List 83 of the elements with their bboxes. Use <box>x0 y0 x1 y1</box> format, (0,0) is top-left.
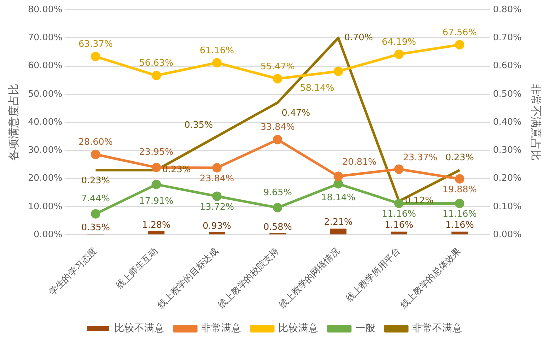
legend-label: 一般 <box>356 324 376 335</box>
data-label: 0.23% <box>446 154 475 164</box>
y-tick-label: 20.00% <box>28 174 63 184</box>
y-tick-label: 0.00% <box>34 230 63 240</box>
y2-tick-label: 0.10% <box>493 202 522 212</box>
y2-tick-label: 0.60% <box>493 62 522 72</box>
data-label: 17.91% <box>139 197 174 208</box>
point <box>152 162 162 172</box>
data-label: 1.16% <box>384 221 414 232</box>
point <box>91 209 101 219</box>
data-label: 11.16% <box>382 210 417 220</box>
y-tick-label: 10.00% <box>28 202 63 212</box>
data-label: 7.44% <box>82 194 111 204</box>
legend-label: 非常满意 <box>202 322 242 335</box>
y-tick-label: 40.00% <box>28 118 63 128</box>
y-tick-label: 60.00% <box>28 62 63 72</box>
data-label: 0.70% <box>344 33 374 44</box>
data-label: 67.56% <box>442 28 478 38</box>
data-label: 23.37% <box>403 154 438 164</box>
point <box>152 71 162 81</box>
x-tick-label: 线上师生互动 <box>114 246 160 292</box>
y2-axis-title: 非常不满意占比 <box>530 84 543 162</box>
data-label: 9.65% <box>264 188 293 198</box>
point <box>212 58 222 68</box>
data-label: 23.84% <box>200 174 235 184</box>
data-label: 63.37% <box>78 40 114 50</box>
data-label: 13.72% <box>200 202 235 213</box>
y-axis-title: 各项满意度占比 <box>7 84 20 162</box>
point <box>394 198 404 208</box>
point <box>273 74 283 84</box>
data-label: 61.16% <box>200 46 235 56</box>
point <box>212 192 222 202</box>
point <box>91 52 101 62</box>
x-tick-label: 线上教学的总体效果 <box>398 246 464 311</box>
point <box>334 172 344 182</box>
legend-label: 比较不满意 <box>114 322 164 335</box>
legend-label: 比较满意 <box>278 322 318 335</box>
data-label: 58.14% <box>300 84 335 94</box>
point <box>334 66 344 76</box>
point <box>212 163 222 173</box>
y2-tick-label: 0.40% <box>493 118 522 128</box>
data-label: 1.28% <box>142 220 172 231</box>
point <box>273 203 283 213</box>
point <box>91 150 101 160</box>
data-label: 0.58% <box>264 222 293 233</box>
point <box>394 164 404 174</box>
x-tick-label: 线上教学的网络情况 <box>277 246 342 311</box>
data-label: 33.84% <box>260 123 296 134</box>
data-label: 55.47% <box>260 62 296 72</box>
y-tick-label: 70.00% <box>28 33 63 44</box>
point <box>152 180 162 190</box>
data-label: 0.93% <box>202 222 232 232</box>
point <box>455 198 465 208</box>
point <box>273 135 283 145</box>
point <box>394 50 404 60</box>
point <box>334 179 344 189</box>
data-label: 2.21% <box>324 218 354 228</box>
y-tick-label: 80.00% <box>28 5 63 16</box>
data-label: 20.81% <box>342 158 378 168</box>
y-tick-label: 50.00% <box>28 90 63 100</box>
y2-tick-label: 0.30% <box>493 146 522 156</box>
point <box>455 40 465 50</box>
data-label: 19.88% <box>442 185 478 196</box>
data-label: 56.63% <box>139 59 174 70</box>
data-label: 11.16% <box>442 210 478 220</box>
y-tick-label: 30.00% <box>28 146 63 156</box>
y2-tick-label: 0.00% <box>493 230 522 240</box>
data-label: 28.60% <box>78 138 114 148</box>
data-label: 64.19% <box>382 38 417 48</box>
data-label: 18.14% <box>321 193 356 204</box>
y2-tick-label: 0.80% <box>493 5 522 16</box>
y2-tick-label: 0.20% <box>493 174 522 184</box>
y2-tick-label: 0.50% <box>493 90 522 100</box>
x-tick-label: 学生的学习态度 <box>47 246 100 298</box>
legend-label: 非常不满意 <box>412 322 462 335</box>
data-label: 0.35% <box>82 223 111 234</box>
y2-tick-label: 0.70% <box>493 33 522 44</box>
data-label: 0.47% <box>282 109 311 120</box>
data-label: 23.95% <box>139 148 174 158</box>
data-label: 0.23% <box>82 176 111 187</box>
point <box>455 174 465 184</box>
data-label: 1.16% <box>446 221 475 232</box>
data-label: 0.35% <box>184 120 214 131</box>
